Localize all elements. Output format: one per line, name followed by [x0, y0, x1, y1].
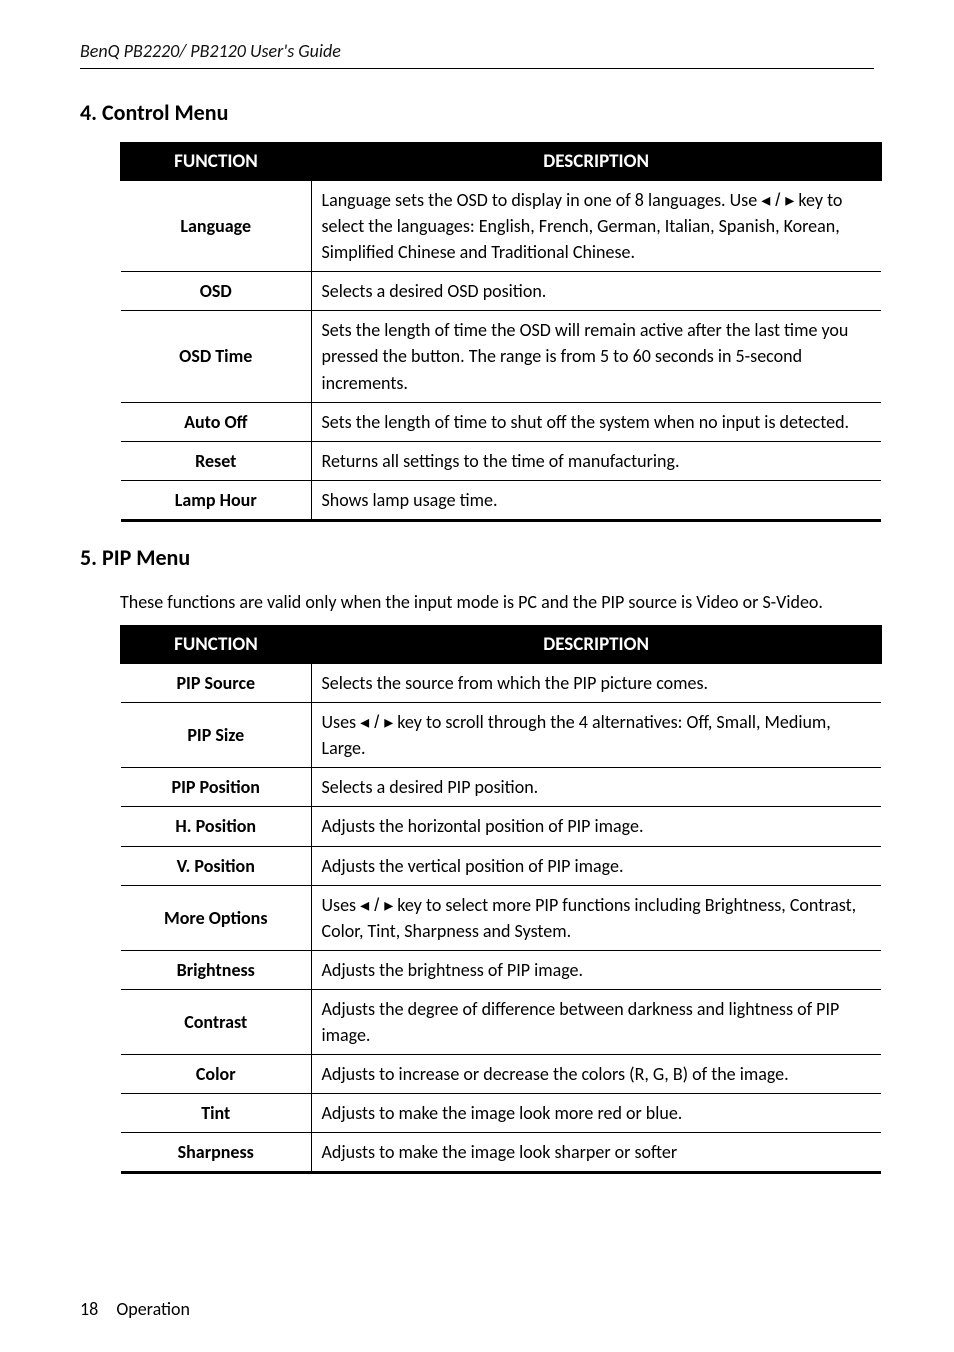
- page-container: BenQ PB2220/ PB2120 User's Guide 4. Cont…: [0, 0, 954, 1352]
- table-row: V. Position Adjusts the vertical positio…: [121, 846, 881, 885]
- table-row: More Options Uses ◂ / ▸ key to select mo…: [121, 885, 881, 950]
- fn-auto-off: Auto Off: [121, 402, 311, 441]
- footer-section-label: Operation: [116, 1298, 190, 1320]
- fn-language: Language: [121, 180, 311, 272]
- fn-h-position: H. Position: [121, 807, 311, 846]
- table-row: H. Position Adjusts the horizontal posit…: [121, 807, 881, 846]
- table-row: OSD Time Sets the length of time the OSD…: [121, 311, 881, 402]
- desc-reset: Returns all settings to the time of manu…: [311, 441, 881, 480]
- desc-sharpness: Adjusts to make the image look sharper o…: [311, 1133, 881, 1173]
- table-row: PIP Position Selects a desired PIP posit…: [121, 768, 881, 807]
- arrow-icon: ◂ / ▸: [360, 895, 393, 915]
- fn-reset: Reset: [121, 441, 311, 480]
- table-row: Color Adjusts to increase or decrease th…: [121, 1055, 881, 1094]
- table-row: Reset Returns all settings to the time o…: [121, 441, 881, 480]
- page-footer: 18 Operation: [80, 1298, 190, 1320]
- desc-contrast: Adjusts the degree of difference between…: [311, 989, 881, 1054]
- page-number: 18: [80, 1298, 98, 1320]
- desc-osd: Selects a desired OSD position.: [311, 272, 881, 311]
- table-row: PIP Size Uses ◂ / ▸ key to scroll throug…: [121, 703, 881, 768]
- fn-more-options: More Options: [121, 885, 311, 950]
- col-header-function: FUNCTION: [121, 143, 311, 180]
- fn-contrast: Contrast: [121, 989, 311, 1054]
- fn-tint: Tint: [121, 1094, 311, 1133]
- col-header-function: FUNCTION: [121, 626, 311, 663]
- table-row: Language Language sets the OSD to displa…: [121, 180, 881, 272]
- table-row: Brightness Adjusts the brightness of PIP…: [121, 950, 881, 989]
- fn-lamp-hour: Lamp Hour: [121, 480, 311, 520]
- fn-brightness: Brightness: [121, 950, 311, 989]
- fn-sharpness: Sharpness: [121, 1133, 311, 1173]
- table-row: Tint Adjusts to make the image look more…: [121, 1094, 881, 1133]
- section-title-control-menu: 4. Control Menu: [80, 99, 874, 126]
- desc-text: Uses: [322, 894, 361, 916]
- desc-pip-source: Selects the source from which the PIP pi…: [311, 663, 881, 703]
- fn-pip-source: PIP Source: [121, 663, 311, 703]
- fn-pip-size: PIP Size: [121, 703, 311, 768]
- table-row: Contrast Adjusts the degree of differenc…: [121, 989, 881, 1054]
- fn-osd-time: OSD Time: [121, 311, 311, 402]
- desc-text: Language sets the OSD to display in one …: [322, 189, 762, 211]
- arrow-icon: ◂ / ▸: [761, 190, 794, 210]
- fn-v-position: V. Position: [121, 846, 311, 885]
- arrow-icon: ◂ / ▸: [360, 712, 393, 732]
- section-title-pip-menu: 5. PIP Menu: [80, 544, 874, 571]
- desc-language: Language sets the OSD to display in one …: [311, 180, 881, 272]
- col-header-description: DESCRIPTION: [311, 626, 881, 663]
- desc-pip-position: Selects a desired PIP position.: [311, 768, 881, 807]
- pip-intro-text: These functions are valid only when the …: [120, 589, 874, 615]
- desc-auto-off: Sets the length of time to shut off the …: [311, 402, 881, 441]
- table-row: Auto Off Sets the length of time to shut…: [121, 402, 881, 441]
- table-header-row: FUNCTION DESCRIPTION: [121, 626, 881, 663]
- desc-osd-time: Sets the length of time the OSD will rem…: [311, 311, 881, 402]
- header-rule: [80, 68, 874, 69]
- fn-pip-position: PIP Position: [121, 768, 311, 807]
- running-header: BenQ PB2220/ PB2120 User's Guide: [80, 40, 874, 62]
- desc-tint: Adjusts to make the image look more red …: [311, 1094, 881, 1133]
- pip-menu-table: FUNCTION DESCRIPTION PIP Source Selects …: [120, 625, 882, 1174]
- desc-pip-size: Uses ◂ / ▸ key to scroll through the 4 a…: [311, 703, 881, 768]
- col-header-description: DESCRIPTION: [311, 143, 881, 180]
- desc-brightness: Adjusts the brightness of PIP image.: [311, 950, 881, 989]
- table-row: Sharpness Adjusts to make the image look…: [121, 1133, 881, 1173]
- fn-osd: OSD: [121, 272, 311, 311]
- fn-color: Color: [121, 1055, 311, 1094]
- control-menu-table: FUNCTION DESCRIPTION Language Language s…: [120, 142, 882, 522]
- table-row: Lamp Hour Shows lamp usage time.: [121, 480, 881, 520]
- table-row: OSD Selects a desired OSD position.: [121, 272, 881, 311]
- desc-color: Adjusts to increase or decrease the colo…: [311, 1055, 881, 1094]
- desc-more-options: Uses ◂ / ▸ key to select more PIP functi…: [311, 885, 881, 950]
- desc-text: key to scroll through the 4 alternatives…: [322, 711, 831, 759]
- table-header-row: FUNCTION DESCRIPTION: [121, 143, 881, 180]
- table-row: PIP Source Selects the source from which…: [121, 663, 881, 703]
- desc-v-position: Adjusts the vertical position of PIP ima…: [311, 846, 881, 885]
- desc-h-position: Adjusts the horizontal position of PIP i…: [311, 807, 881, 846]
- desc-lamp-hour: Shows lamp usage time.: [311, 480, 881, 520]
- desc-text: Uses: [322, 711, 361, 733]
- desc-text: key to select more PIP functions includi…: [322, 894, 857, 942]
